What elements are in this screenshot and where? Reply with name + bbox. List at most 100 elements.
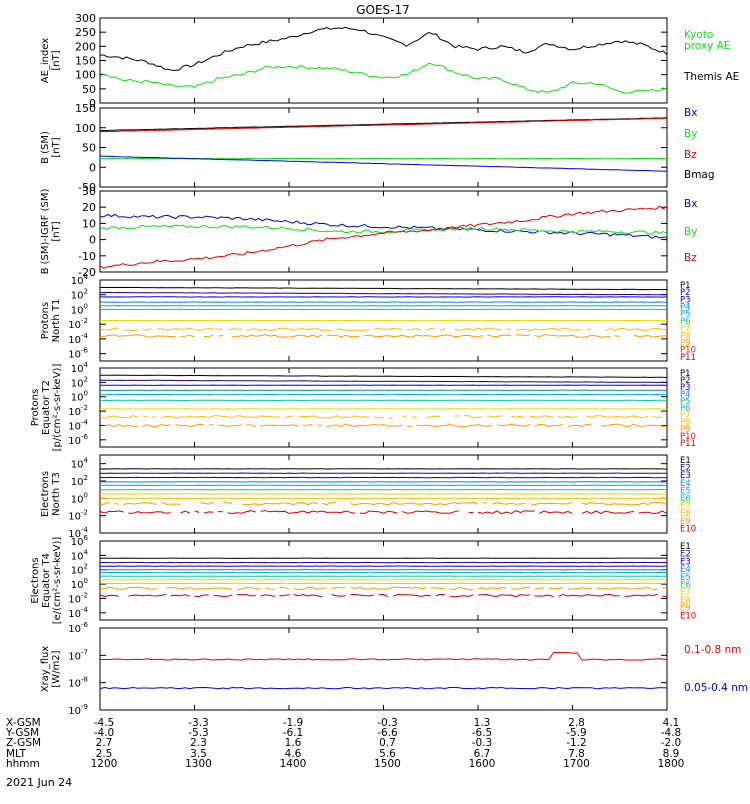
panel-1: 050100150200250300AE_index[nT]Kyotoproxy…	[40, 12, 739, 110]
y-tick-label: 150	[75, 102, 96, 115]
y-tick-label: 150	[75, 55, 96, 68]
y-tick-label: 0	[89, 161, 96, 174]
y-tick-label: 104	[71, 457, 89, 471]
series-line-9	[100, 335, 667, 338]
series-line-9	[105, 424, 667, 427]
y-axis-label: [p/(cm²-s-sr-keV)]	[52, 364, 63, 452]
legend-label: Bx	[684, 107, 697, 119]
y-tick-label: 10-2	[68, 404, 88, 418]
legend-label: E10	[680, 611, 696, 621]
y-tick-label: 100	[71, 577, 88, 591]
x-row-value: 1400	[280, 758, 307, 770]
legend-label: By	[684, 128, 697, 140]
y-tick-label: 102	[71, 288, 88, 302]
x-row-value: 1800	[658, 758, 685, 770]
series-line-9	[100, 502, 667, 505]
y-tick-label: 10	[82, 217, 96, 230]
series-line-1	[100, 27, 667, 70]
y-tick-label: 104	[71, 548, 89, 562]
series-line-1	[100, 375, 667, 377]
y-tick-label: 10-2	[68, 591, 88, 605]
y-axis-label: North T1	[51, 299, 62, 343]
y-tick-label: 10-4	[68, 332, 88, 346]
y-axis-label: Protons	[40, 302, 51, 339]
legend-label: 0.1-0.8 nm	[684, 644, 741, 656]
x-row-value: 1300	[185, 758, 212, 770]
series-line-8	[100, 328, 667, 331]
legend-label: proxy AE	[684, 40, 730, 52]
y-tick-label: 104	[71, 361, 89, 375]
y-tick-label: 10-8	[68, 676, 88, 690]
legend-label: Bx	[684, 198, 697, 210]
series-line-2	[100, 225, 667, 234]
y-tick-label: 0	[89, 234, 96, 247]
x-row-value: 1600	[469, 758, 496, 770]
plot-title: GOES-17	[356, 3, 410, 17]
series-group	[100, 652, 667, 688]
y-tick-label: 50	[82, 83, 96, 96]
y-tick-label: 10-4	[68, 606, 88, 620]
y-tick-label: -10	[78, 250, 96, 263]
legend-label: Bz	[684, 252, 697, 264]
y-tick-label: 100	[75, 69, 96, 82]
y-tick-label: 10-4	[68, 418, 88, 432]
y-tick-label: 10-6	[68, 347, 88, 361]
y-axis-label: B (SM)-IGRF (SM)	[40, 189, 51, 275]
y-axis-label: [W/m2]	[51, 650, 62, 687]
y-axis-label: AE_index	[40, 38, 51, 84]
x-row-value: 1500	[374, 758, 401, 770]
y-axis-label: [e/(cm²-s-sr-keV)]	[52, 537, 63, 625]
series-line-2	[100, 63, 667, 93]
series-line-1	[100, 652, 667, 660]
series-line-2	[100, 118, 667, 131]
y-tick-label: 102	[71, 375, 88, 389]
y-axis-label: B (SM)	[40, 131, 51, 164]
y-axis-label: Equator T2	[41, 380, 52, 435]
series-line-2	[100, 688, 667, 689]
y-tick-label: 300	[75, 12, 96, 25]
y-axis-label: Electrons	[30, 557, 41, 603]
legend-label: Bmag	[684, 169, 715, 181]
y-tick-label: 10-6	[68, 621, 88, 635]
panel-frame	[100, 18, 667, 103]
panel-frame	[100, 541, 667, 620]
y-axis-label: [nT]	[51, 137, 62, 157]
series-line-2	[100, 380, 667, 382]
series-group	[100, 287, 667, 337]
legend-label: Bz	[684, 149, 697, 161]
series-line-1	[100, 287, 667, 289]
y-tick-label: 250	[75, 26, 96, 39]
y-tick-label: 200	[75, 40, 96, 53]
panels: 050100150200250300AE_index[nT]Kyotoproxy…	[30, 12, 748, 717]
series-line-10	[100, 511, 667, 514]
series-line-2	[100, 293, 667, 295]
legend-label: 0.05-0.4 nm	[684, 682, 748, 694]
series-group	[100, 469, 667, 514]
legend-label: P11	[680, 439, 696, 449]
y-tick-label: 50	[82, 142, 96, 155]
y-tick-label: 102	[71, 474, 88, 488]
series-group	[100, 558, 667, 597]
y-tick-label: 100	[71, 491, 88, 505]
series-line-1	[100, 118, 667, 131]
y-axis-label: Xray_flux	[40, 646, 51, 693]
x-axis-table: X-GSMY-GSMZ-GSMMLThhmm-4.5-4.02.72.51200…	[5, 717, 684, 770]
date-label: 2021 Jun 24	[6, 776, 72, 789]
y-axis-label: Electrons	[40, 471, 51, 517]
y-tick-label: 10-6	[68, 433, 88, 447]
panel-frame	[100, 628, 667, 710]
y-tick-label: 100	[71, 390, 88, 404]
y-tick-label: 10-9	[68, 703, 88, 717]
series-group	[100, 118, 667, 171]
y-tick-label: 100	[75, 122, 96, 135]
y-axis-label: Equator T4	[41, 553, 52, 608]
series-group	[100, 375, 667, 427]
y-axis-label: [nT]	[51, 221, 62, 241]
